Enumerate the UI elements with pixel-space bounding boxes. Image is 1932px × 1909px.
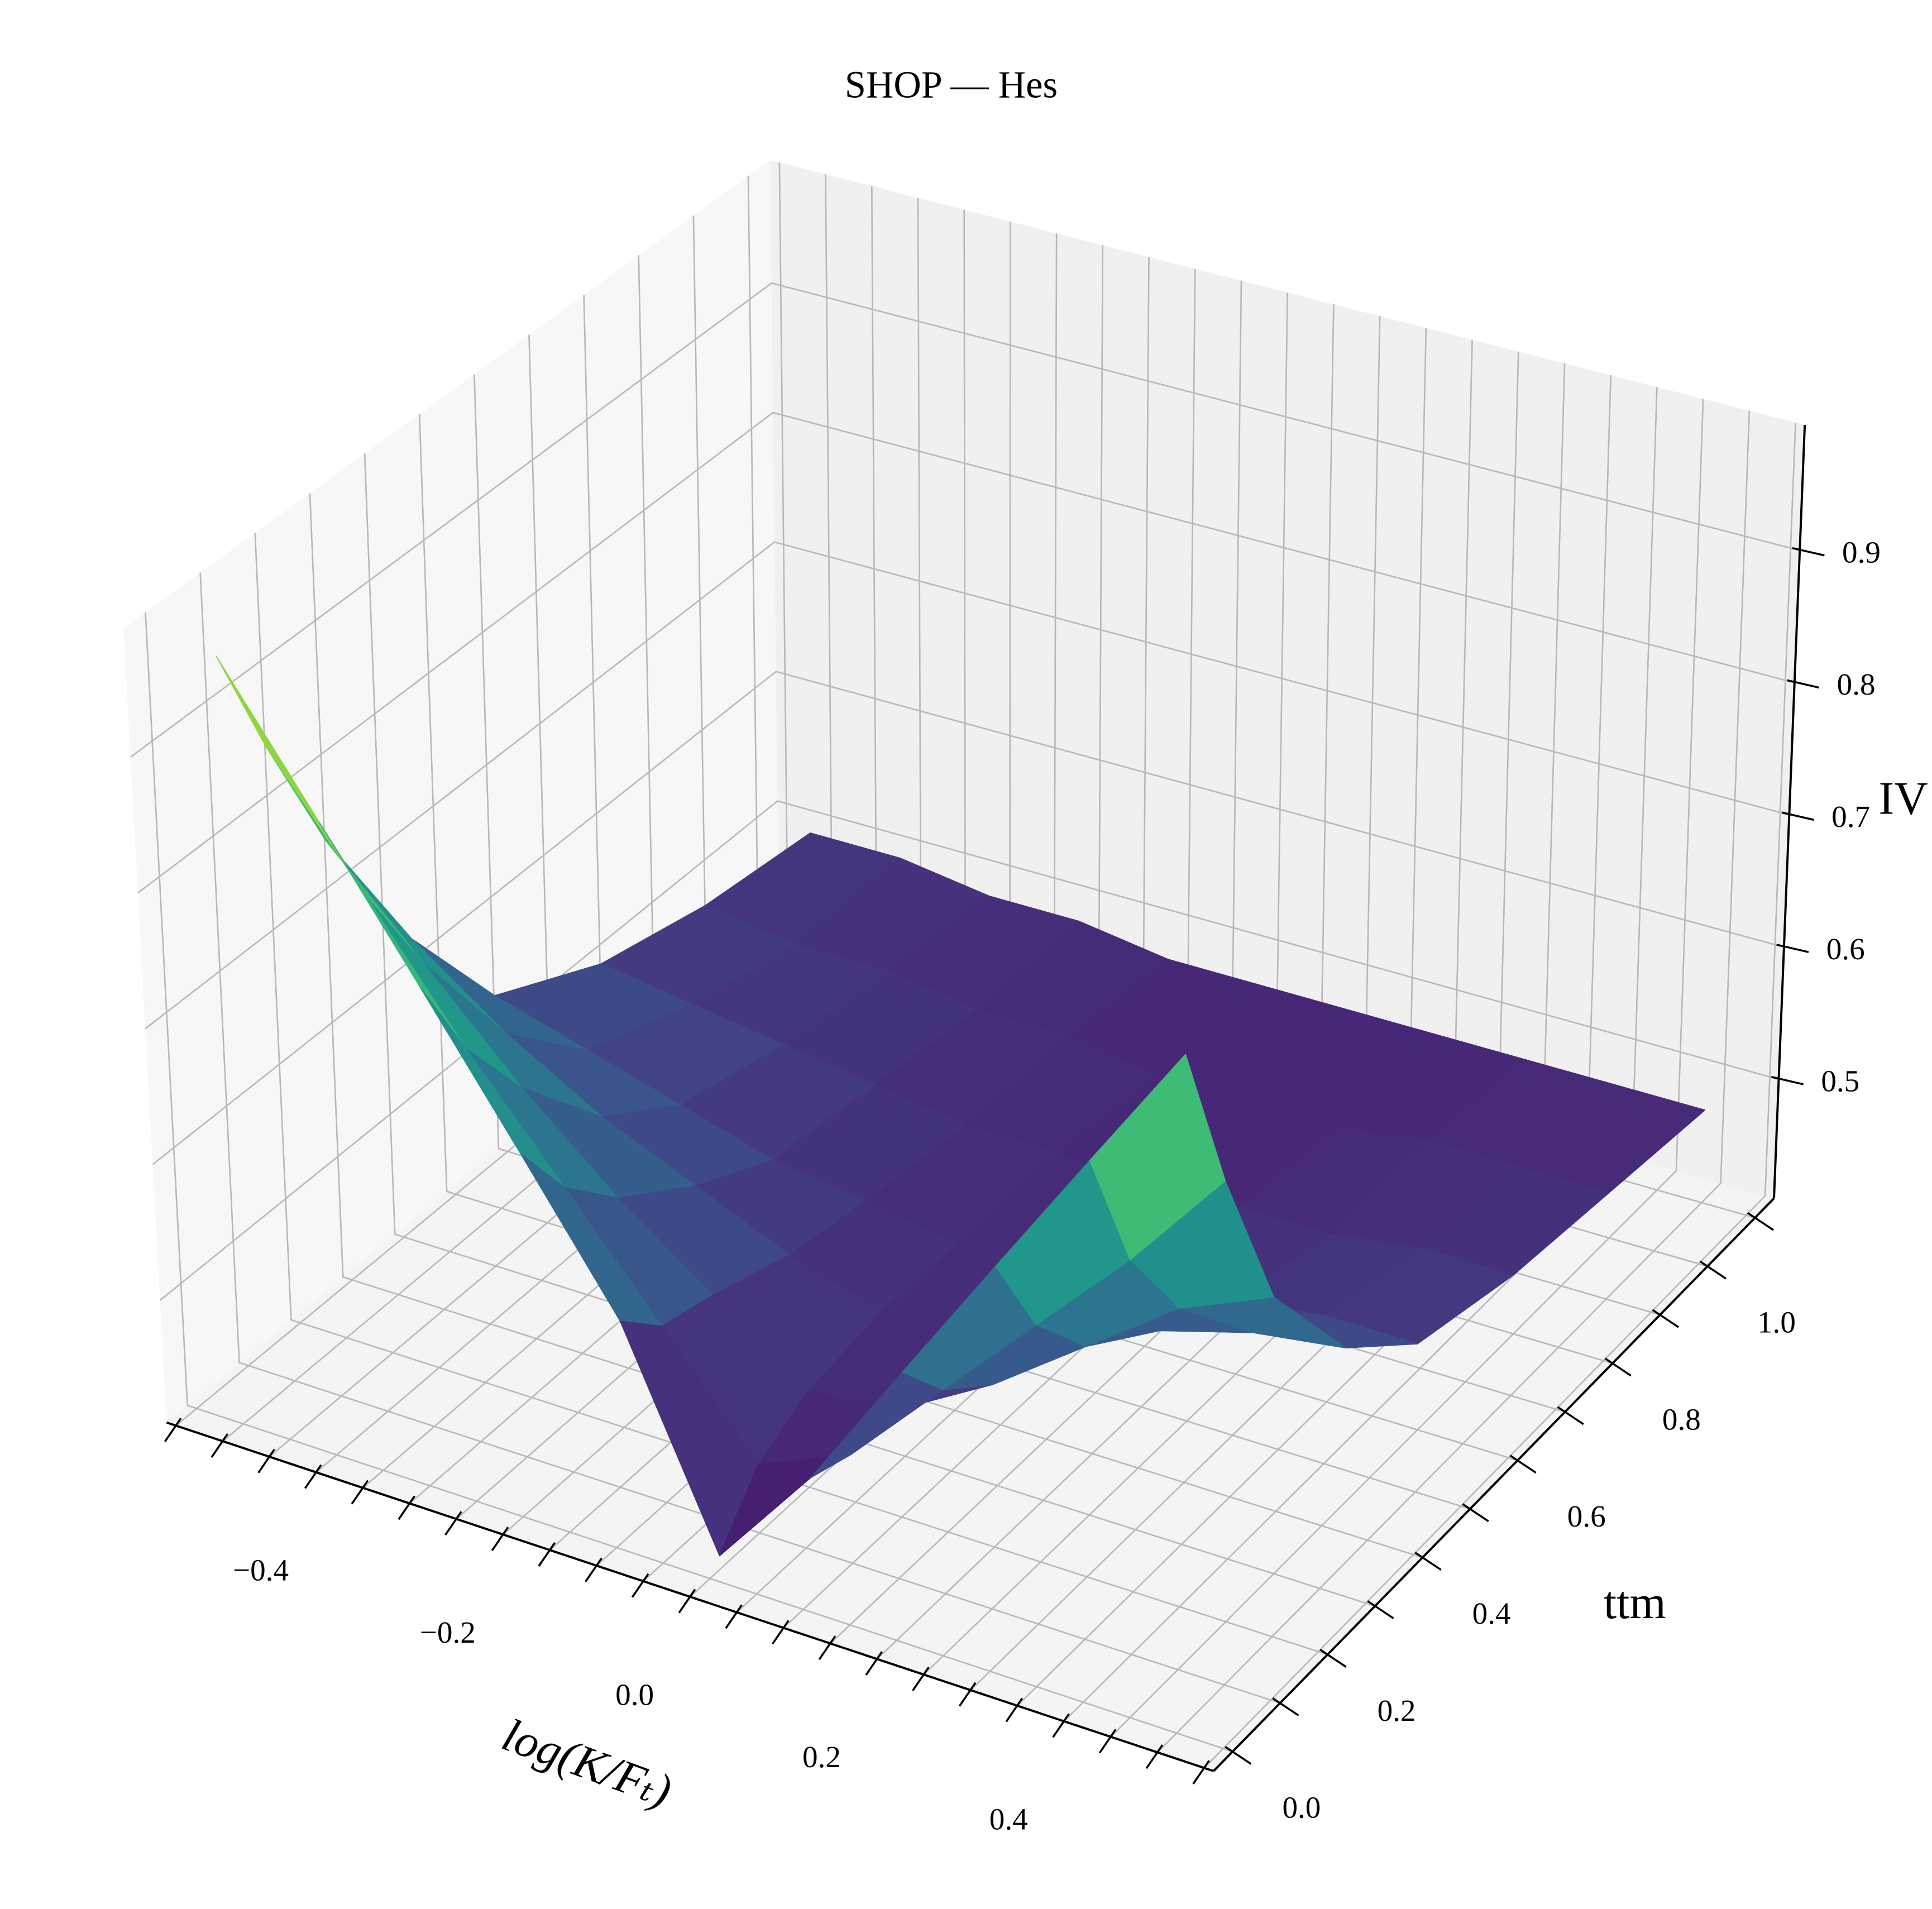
x-tick-label: −0.2	[420, 1615, 476, 1649]
x-tick-mark	[771, 1620, 790, 1645]
z-grid-line	[159, 800, 1779, 1301]
x-tick-mark	[398, 1495, 415, 1520]
axes: 0.5 0.6 0.7 0.8 0.9 −0.4 −0.2 0.0 0.2 0.4 0.0 0.2 0.…	[164, 424, 1881, 1836]
x-axis-line	[166, 1421, 1214, 1772]
x-tick-label: 0.2	[802, 1740, 841, 1774]
z-tick-mark	[1776, 944, 1809, 953]
z-grid-line	[137, 412, 1795, 894]
z-tick-label: 0.5	[1821, 1064, 1859, 1098]
z-tick-label: 0.8	[1837, 667, 1876, 701]
y-tick-mark	[1699, 1260, 1727, 1280]
x-tick-mark	[1192, 1760, 1210, 1785]
y-tick-mark	[1272, 1697, 1299, 1716]
y-tick-mark	[1557, 1406, 1584, 1425]
x-tick-mark	[818, 1635, 836, 1661]
y-axis-line	[1212, 1197, 1775, 1772]
z-tick-mark	[1787, 679, 1820, 689]
z-tick-mark	[1771, 1076, 1804, 1085]
y-tick-mark	[1747, 1212, 1775, 1231]
x-tick-mark	[351, 1480, 369, 1505]
z-axis-label: IV	[1878, 772, 1928, 824]
z-tick-label: 0.7	[1831, 800, 1870, 834]
y-tick-label: 1.0	[1757, 1305, 1796, 1339]
z-axis-line	[1773, 424, 1806, 1199]
x-tick-mark	[444, 1511, 462, 1536]
chart-title: SHOP — Hes	[845, 64, 1058, 106]
y-tick-mark	[1319, 1649, 1347, 1668]
z-tick-label: 0.9	[1842, 535, 1881, 569]
y-tick-label: 0.2	[1378, 1693, 1416, 1728]
surface-patch	[1089, 1054, 1226, 1261]
x-tick-mark	[1052, 1713, 1070, 1738]
z-grid-line	[145, 541, 1790, 1030]
x-tick-mark	[538, 1542, 556, 1567]
x-tick-mark	[1098, 1729, 1117, 1754]
z-grid-line	[130, 282, 1800, 758]
y-tick-label: 0.0	[1282, 1791, 1321, 1825]
x-tick-mark	[865, 1651, 883, 1676]
x-tick-mark	[211, 1433, 229, 1458]
x-tick-mark	[491, 1527, 509, 1552]
x-tick-mark	[1145, 1744, 1164, 1769]
x-tick-label: 0.4	[989, 1802, 1028, 1836]
x-tick-label: 0.0	[615, 1677, 654, 1711]
x-axis-label: log(K/Fₜ)	[496, 1709, 678, 1817]
x-tick-mark	[958, 1682, 977, 1707]
x-tick-mark	[725, 1604, 743, 1629]
y-tick-label: 0.8	[1662, 1402, 1701, 1436]
surface	[216, 656, 1706, 1557]
z-tick-label: 0.6	[1826, 932, 1865, 966]
x-tick-mark	[631, 1573, 649, 1598]
y-axis-label: ttm	[1604, 1577, 1666, 1629]
y-tick-mark	[1414, 1552, 1442, 1571]
x-tick-label: −0.4	[233, 1553, 289, 1587]
x-tick-mark	[257, 1448, 275, 1473]
x-tick-mark	[912, 1666, 930, 1691]
y-tick-mark	[1367, 1600, 1394, 1619]
x-tick-mark	[1005, 1697, 1024, 1723]
y-tick-mark	[1652, 1309, 1679, 1328]
x-tick-mark	[678, 1589, 696, 1614]
y-tick-label: 0.6	[1567, 1499, 1606, 1533]
x-tick-mark	[164, 1418, 182, 1442]
x-tick-mark	[585, 1557, 602, 1582]
x-tick-mark	[304, 1464, 322, 1489]
y-tick-mark	[1462, 1503, 1489, 1523]
z-grid-line	[152, 671, 1785, 1165]
y-tick-mark	[1509, 1455, 1537, 1474]
y-tick-mark	[1604, 1357, 1632, 1377]
y-tick-mark	[1225, 1745, 1252, 1765]
y-tick-label: 0.4	[1472, 1596, 1511, 1630]
z-tick-mark	[1781, 811, 1814, 821]
z-tick-mark	[1792, 547, 1825, 557]
